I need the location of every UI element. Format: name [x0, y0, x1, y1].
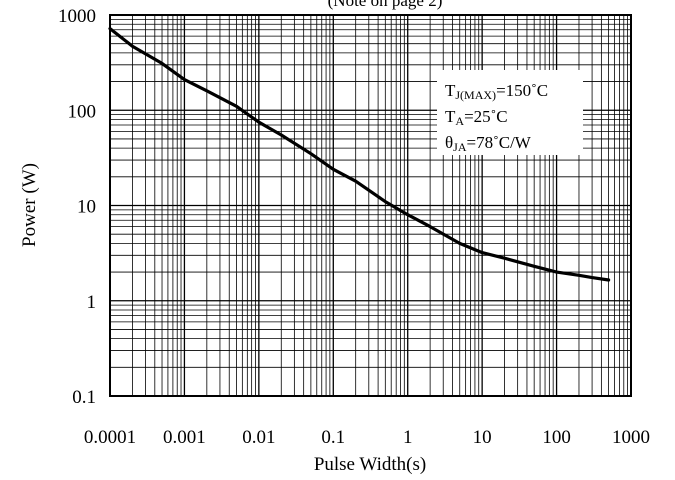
annotation-theta-ja: θJA=78˚C/W: [445, 133, 532, 154]
x-tick-label: 100: [542, 427, 571, 448]
x-tick-label: 10: [473, 427, 492, 448]
grid: [110, 15, 631, 396]
x-tick-label: 0.0001: [84, 427, 136, 448]
annotation-background: [437, 70, 583, 155]
annotation-ta: TA=25˚C: [445, 107, 508, 128]
x-tick-labels: 0.0001 0.001 0.01 0.1 1 10 100 1000: [84, 427, 650, 448]
y-tick-label: 1000: [58, 6, 96, 27]
x-tick-label: 0.01: [242, 427, 275, 448]
y-tick-label: 10: [77, 197, 96, 218]
y-axis-label: Power (W): [19, 163, 40, 247]
x-tick-label: 0.001: [163, 427, 206, 448]
x-tick-label: 1000: [612, 427, 650, 448]
power-curve-line: [108, 27, 611, 282]
series: [108, 27, 611, 282]
y-tick-label: 1: [87, 292, 97, 313]
y-tick-label: 0.1: [72, 387, 96, 408]
annotation-box: TJ(MAX)=150˚C TA=25˚C θJA=78˚C/W: [437, 70, 583, 155]
annotation-tj-max: TJ(MAX)=150˚C: [445, 81, 548, 102]
x-axis-label: Pulse Width(s): [314, 454, 426, 475]
y-tick-labels: 0.1 1 10 100 1000: [58, 6, 96, 408]
x-tick-label: 1: [403, 427, 413, 448]
y-tick-label: 100: [68, 101, 97, 122]
plot-frame: [109, 14, 632, 397]
chart-note: (Note on page 2): [328, 0, 443, 10]
x-tick-label: 0.1: [321, 427, 345, 448]
